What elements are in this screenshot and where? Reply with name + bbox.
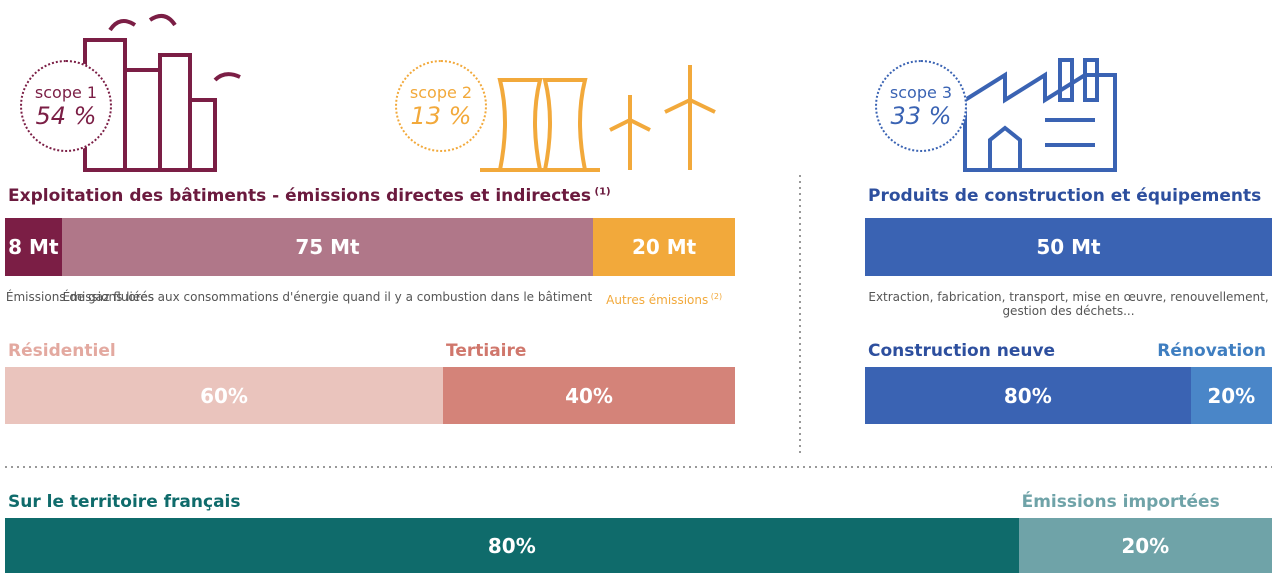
section-title: Produits de construction et équipements bbox=[868, 186, 1261, 206]
bar-segment: 80% bbox=[865, 367, 1191, 424]
scope-percent: 54 % bbox=[36, 102, 97, 130]
scope-percent: 33 % bbox=[891, 102, 952, 130]
icon-plant bbox=[480, 65, 715, 170]
group-label: Résidentiel bbox=[8, 341, 116, 361]
scope-label: scope 3 bbox=[890, 83, 952, 102]
infographic: scope 154 % scope 213 % scope 333 % Exploit… bbox=[0, 0, 1276, 573]
bar-segment: 8 Mt bbox=[5, 218, 62, 276]
scope-percent: 13 % bbox=[411, 102, 472, 130]
scope-label: scope 1 bbox=[35, 83, 97, 102]
section-title: Exploitation des bâtiments - émissions d… bbox=[8, 186, 611, 206]
scope-label: scope 2 bbox=[410, 83, 472, 102]
group-label: Construction neuve bbox=[868, 341, 1055, 361]
bar-segment: 80% bbox=[5, 518, 1019, 573]
caption: Autres émissions (2) bbox=[584, 290, 744, 307]
bar-segment: 75 Mt bbox=[62, 218, 594, 276]
decor bbox=[0, 0, 1276, 573]
note: (2) bbox=[708, 292, 722, 301]
bar-segment: 20 Mt bbox=[593, 218, 735, 276]
note: (1) bbox=[591, 186, 611, 197]
bar-segment: 40% bbox=[443, 367, 735, 424]
bar-segment: 20% bbox=[1191, 367, 1272, 424]
icon-factory-3 bbox=[965, 60, 1115, 170]
group-label: Émissions importées bbox=[1022, 492, 1220, 512]
group-label: Sur le territoire français bbox=[8, 492, 241, 512]
caption: Extraction, fabrication, transport, mise… bbox=[865, 290, 1272, 318]
bar-segment: 50 Mt bbox=[865, 218, 1272, 276]
caption: Émissions liées aux consommations d'éner… bbox=[62, 290, 594, 304]
bar-segment: 60% bbox=[5, 367, 443, 424]
group-label: Rénovation bbox=[1157, 341, 1266, 361]
bar-segment: 20% bbox=[1019, 518, 1272, 573]
group-label: Tertiaire bbox=[446, 341, 526, 361]
